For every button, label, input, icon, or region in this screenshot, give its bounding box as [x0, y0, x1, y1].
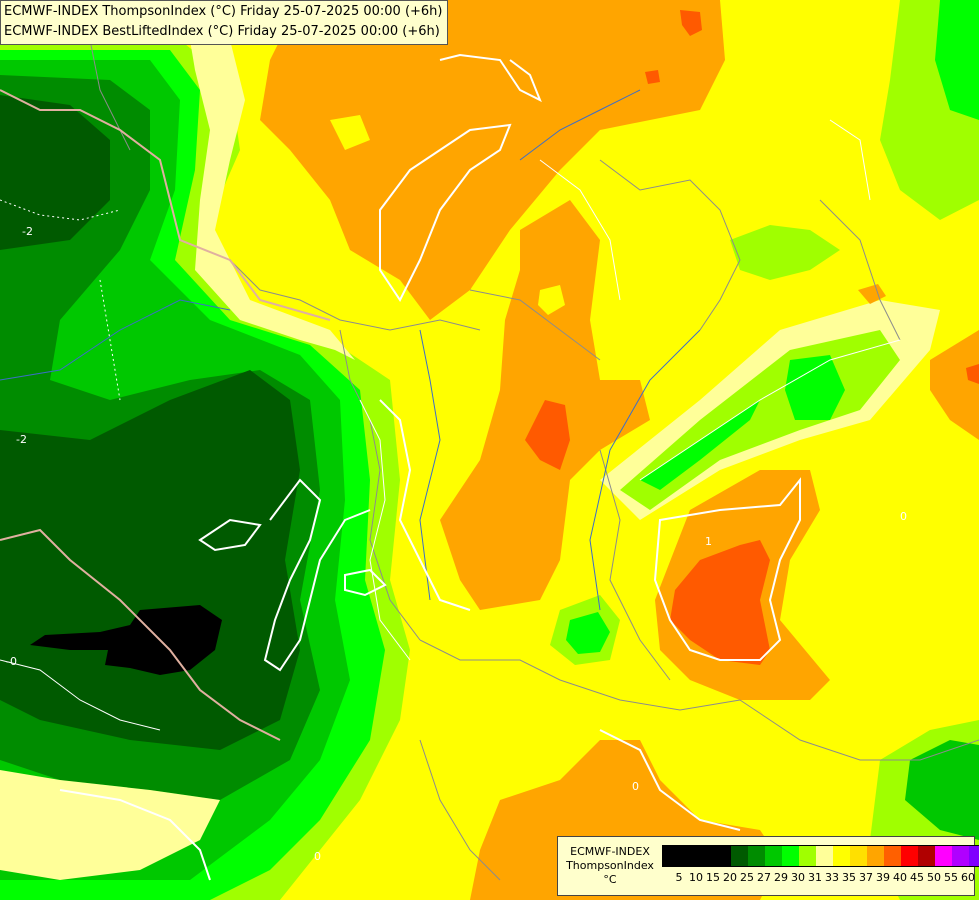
- legend-swatch: [901, 846, 918, 866]
- legend-tick: 35: [842, 871, 856, 884]
- legend-tick: 37: [859, 871, 873, 884]
- field-redorange-central: [525, 400, 570, 470]
- field-green-spot: [566, 612, 610, 654]
- field-green-northeast: [935, 0, 979, 120]
- field-redorange-east-edge: [966, 364, 979, 384]
- field-orange-north: [260, 0, 725, 320]
- legend-swatch: [833, 846, 850, 866]
- contour-label: 0: [632, 780, 639, 793]
- contour-label: 0: [900, 510, 907, 523]
- field-orange-east-small: [858, 284, 886, 304]
- contour-labels: -2 -0 -2 0 1 0 0: [6, 225, 907, 863]
- title-line-thompson: ECMWF-INDEX ThompsonIndex (°C) Friday 25…: [4, 4, 443, 19]
- legend-swatch: [782, 846, 799, 866]
- contour-label: -2: [16, 433, 27, 446]
- legend-tick: 27: [757, 871, 771, 884]
- legend-tick: 60: [961, 871, 975, 884]
- legend-swatch: [969, 846, 979, 866]
- field-yellowgreen-mid-east: [730, 225, 840, 280]
- legend-tick: 33: [825, 871, 839, 884]
- field-redorange-north: [680, 10, 702, 36]
- field-yellow-hole-central: [538, 285, 565, 315]
- legend-tick: 5: [675, 871, 683, 884]
- legend-tick: 20: [723, 871, 737, 884]
- field-lightyellow-band-south: [0, 770, 220, 880]
- contour-label: 0: [314, 850, 321, 863]
- legend-swatch: [799, 846, 816, 866]
- legend-tick: 50: [927, 871, 941, 884]
- legend-ticks: 5 10 15 20 25 27 29 30 31 33 35 37 39 40 45 50 55 60: [662, 871, 976, 887]
- legend-swatch: [680, 846, 697, 866]
- field-redorange-southeast: [670, 540, 770, 665]
- legend-swatch: [697, 846, 714, 866]
- legend-swatch: [850, 846, 867, 866]
- legend-swatch: [918, 846, 935, 866]
- legend-tick: 29: [774, 871, 788, 884]
- legend-tick: 55: [944, 871, 958, 884]
- field-darkgreen-southwest: [0, 370, 300, 750]
- field-darkgreen-west: [0, 95, 110, 250]
- legend-variable: ThompsonIndex: [566, 859, 654, 872]
- legend-tick: 45: [910, 871, 924, 884]
- country-borders-blue: [0, 89, 701, 611]
- legend-tick: 30: [791, 871, 805, 884]
- legend-tick: 10: [689, 871, 703, 884]
- legend-tick: 25: [740, 871, 754, 884]
- legend-unit: °C: [603, 873, 617, 886]
- legend-swatch: [867, 846, 884, 866]
- contour-lines: [59, 53, 801, 881]
- legend-tick: 15: [706, 871, 720, 884]
- legend-title: ECMWF-INDEX: [570, 845, 650, 858]
- legend-swatch: [952, 846, 969, 866]
- legend-tick: 40: [893, 871, 907, 884]
- contour-label: -2: [22, 225, 33, 238]
- legend-tick: 39: [876, 871, 890, 884]
- national-border: [0, 89, 331, 741]
- color-legend: ECMWF-INDEX ThompsonIndex °C 5 10 15 20 25 27…: [557, 836, 979, 896]
- field-green-east-2: [785, 355, 845, 420]
- field-green-east-1: [640, 400, 760, 490]
- legend-swatch: [714, 846, 731, 866]
- field-lightyellow-band-west: [190, 40, 355, 360]
- legend-swatch: [935, 846, 952, 866]
- country-borders: [59, 0, 979, 881]
- legend-swatch: [816, 846, 833, 866]
- map-title-box: ECMWF-INDEX ThompsonIndex (°C) Friday 25…: [0, 0, 448, 45]
- field-black-core: [30, 605, 222, 675]
- field-orange-east-edge: [930, 330, 979, 440]
- legend-tick: 31: [808, 871, 822, 884]
- contour-label: 1: [705, 535, 712, 548]
- legend-swatch: [765, 846, 782, 866]
- contour-lines-thin: [0, 119, 901, 731]
- field-yellow-hole-north: [330, 115, 370, 150]
- legend-swatches: [662, 845, 979, 867]
- contour-lines-dotted: [0, 199, 121, 401]
- legend-swatch: [731, 846, 748, 866]
- legend-swatch: [884, 846, 901, 866]
- field-redorange-north2: [645, 70, 660, 84]
- contour-label: -0: [6, 655, 17, 668]
- field-green-southeast: [905, 740, 979, 840]
- legend-labels: ECMWF-INDEX ThompsonIndex °C: [560, 845, 660, 887]
- title-line-bestlifted: ECMWF-INDEX BestLiftedIndex (°C) Friday …: [4, 24, 440, 39]
- legend-swatch: [663, 846, 680, 866]
- legend-swatch: [748, 846, 765, 866]
